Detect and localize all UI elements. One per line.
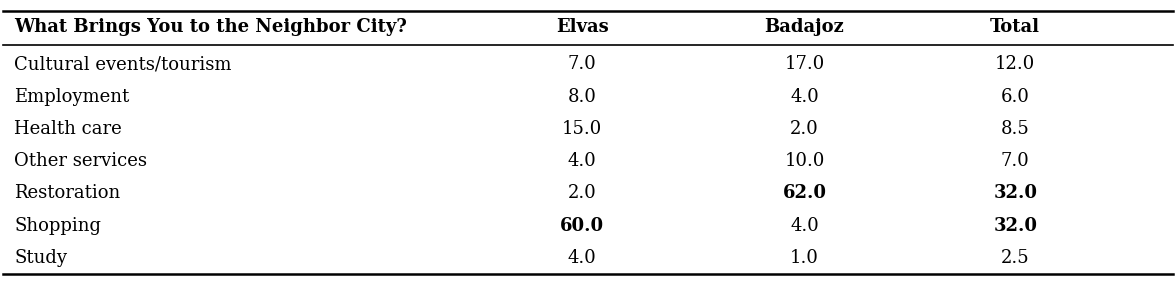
Text: 4.0: 4.0 [790, 217, 818, 235]
Text: 62.0: 62.0 [782, 184, 827, 202]
Text: 4.0: 4.0 [568, 152, 596, 170]
Text: What Brings You to the Neighbor City?: What Brings You to the Neighbor City? [14, 19, 407, 37]
Text: Study: Study [14, 249, 67, 267]
Text: 17.0: 17.0 [784, 55, 824, 73]
Text: 60.0: 60.0 [560, 217, 604, 235]
Text: Shopping: Shopping [14, 217, 101, 235]
Text: 15.0: 15.0 [562, 120, 602, 138]
Text: 2.5: 2.5 [1001, 249, 1029, 267]
Text: 4.0: 4.0 [790, 88, 818, 106]
Text: 7.0: 7.0 [568, 55, 596, 73]
Text: 8.5: 8.5 [1001, 120, 1029, 138]
Text: 12.0: 12.0 [995, 55, 1035, 73]
Text: Total: Total [990, 19, 1041, 37]
Text: Restoration: Restoration [14, 184, 121, 202]
Text: 10.0: 10.0 [784, 152, 824, 170]
Text: Health care: Health care [14, 120, 122, 138]
Text: 32.0: 32.0 [994, 217, 1037, 235]
Text: 32.0: 32.0 [994, 184, 1037, 202]
Text: Employment: Employment [14, 88, 129, 106]
Text: 2.0: 2.0 [568, 184, 596, 202]
Text: 1.0: 1.0 [790, 249, 818, 267]
Text: 8.0: 8.0 [568, 88, 596, 106]
Text: 7.0: 7.0 [1001, 152, 1029, 170]
Text: Badajoz: Badajoz [764, 19, 844, 37]
Text: 2.0: 2.0 [790, 120, 818, 138]
Text: 6.0: 6.0 [1001, 88, 1030, 106]
Text: Other services: Other services [14, 152, 147, 170]
Text: Elvas: Elvas [556, 19, 608, 37]
Text: 4.0: 4.0 [568, 249, 596, 267]
Text: Cultural events/tourism: Cultural events/tourism [14, 55, 232, 73]
